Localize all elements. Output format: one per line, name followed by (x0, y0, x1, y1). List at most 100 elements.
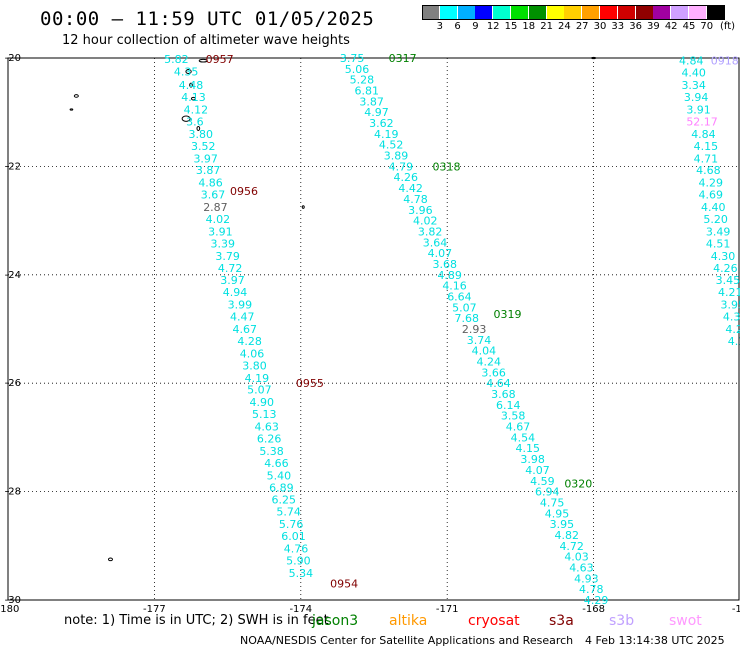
wave-height-value: 5.40 (267, 469, 292, 482)
wave-height-value: 3.91 (686, 103, 711, 116)
wave-height-value: 4.93 (574, 572, 599, 585)
wave-height-value: 3.52 (191, 140, 216, 153)
longitude-tick-label: -177 (143, 604, 166, 615)
wave-height-value: 5.06 (345, 63, 370, 76)
colorbar-tick-label: 30 (593, 21, 607, 32)
wave-height-value: 3.75 (340, 52, 365, 65)
wave-height-value: 3.80 (242, 359, 266, 372)
wave-height-value: 4.78 (579, 583, 604, 596)
wave-height-value: 5.13 (252, 408, 277, 421)
colorbar-swatch (671, 5, 689, 20)
map-border (7, 57, 740, 601)
mission-label-s3a: s3a (549, 613, 574, 629)
wave-height-value: 3.80 (189, 128, 214, 141)
wave-height-value: 3.96 (408, 204, 433, 217)
colorbar-swatch (653, 5, 671, 20)
pass-time-label: 0918 (711, 55, 739, 68)
wave-height-value: 3.34 (681, 79, 706, 92)
island-outline (591, 56, 597, 60)
wave-height-value: 4.02 (413, 215, 438, 228)
altimeter-tracks: 5.824.354.484.134.123.63.803.523.973.874… (164, 52, 740, 607)
wave-height-value: 4.51 (706, 237, 731, 250)
wave-height-value: 4.72 (559, 540, 584, 553)
wave-height-value: 4.15 (694, 140, 719, 153)
wave-height-value: 4.21 (718, 286, 740, 299)
wave-height-value: 3.82 (418, 225, 443, 238)
wave-height-value: 5.07 (247, 384, 272, 397)
wave-height-value: 4.54 (511, 431, 536, 444)
colorbar-swatch (475, 5, 493, 20)
wave-height-value: 4.12 (184, 103, 209, 116)
wave-height-value: 5.07 (452, 301, 477, 314)
wave-height-value: 6.25 (272, 494, 297, 507)
wave-height-value: 4.89 (437, 269, 462, 282)
mission-label-s3b: s3b (609, 613, 635, 629)
wave-height-value: 3.68 (433, 258, 458, 271)
mission-label-jason3: jason3 (312, 613, 359, 629)
colorbar-tick-label: 42 (664, 21, 678, 32)
wave-height-value: 6.89 (269, 481, 294, 494)
wave-height-value: 4.68 (696, 164, 721, 177)
wave-height-value: 6.64 (447, 290, 472, 303)
wave-height-value: 3.68 (491, 388, 516, 401)
island-outline (107, 557, 113, 562)
colorbar-swatch (600, 5, 617, 20)
pass-time-label: 0957 (206, 53, 234, 66)
altimeter-track: 4.844.403.343.943.9152.174.844.154.714.6… (679, 55, 740, 348)
pass-time-label: 0954 (330, 578, 358, 591)
map-subtitle: 12 hour collection of altimeter wave hei… (62, 33, 350, 48)
wave-height-value: 4.02 (206, 213, 231, 226)
wave-height-value: 3.94 (684, 91, 709, 104)
wave-height-value: 4.75 (540, 496, 565, 509)
colorbar-tick-label: 21 (540, 21, 553, 32)
latitude-tick-label: -22 (5, 161, 21, 172)
wave-height-value: 3.89 (384, 150, 409, 163)
wave-height-value: 3.99 (228, 299, 253, 312)
latitude-tick-label: -24 (5, 270, 21, 281)
wave-height-value: 4.30 (711, 250, 736, 263)
colorbar-swatch (493, 5, 511, 20)
wave-height-value: 3.64 (423, 236, 448, 249)
wave-height-value: 5.20 (703, 213, 728, 226)
wave-height-value: 4.06 (240, 347, 264, 360)
wave-height-value: 4.26 (713, 262, 738, 275)
wave-height-value: 4.16 (442, 280, 467, 293)
wave-height-value: 6.01 (281, 530, 306, 543)
wave-height-value: 3.49 (706, 225, 731, 238)
wave-height-value: 3.98 (520, 453, 545, 466)
wave-height-value: 4.13 (181, 91, 206, 104)
wave-height-value: 6.94 (535, 486, 560, 499)
wave-height-value: 3.95 (550, 518, 575, 531)
island-outline (73, 94, 79, 98)
latitude-tick-label: -28 (5, 487, 21, 498)
wave-height-value: 4.25 (725, 323, 740, 336)
wave-height-value: 4.07 (525, 464, 550, 477)
wave-height-value: 3.87 (196, 164, 221, 177)
wave-height-value: 4.04 (472, 345, 497, 358)
wave-height-value: 4.94 (223, 286, 248, 299)
wave-height-value: 4.29 (584, 594, 609, 607)
island-outline (198, 58, 208, 63)
wave-height-value: 4.86 (198, 177, 223, 190)
wave-height-value: 4.42 (398, 182, 423, 195)
island-outline (196, 125, 201, 131)
colorbar-swatch (635, 5, 653, 20)
wave-height-value: 5.74 (276, 506, 301, 519)
colorbar-tick-label: 3 (436, 21, 443, 32)
wave-height-value: 4.28 (237, 335, 261, 348)
wave-height-value: 4.71 (694, 152, 719, 165)
wave-height-value: 5.38 (259, 445, 284, 458)
wave-height-value: 4.19 (245, 372, 270, 385)
wave-height-value: 2.93 (462, 323, 487, 336)
footer-note: note: 1) Time is in UTC; 2) SWH is in fe… (64, 613, 329, 628)
longitude-tick-label: -168 (582, 604, 605, 615)
wave-height-value: 4.84 (691, 128, 716, 141)
wave-height-value: 4.26 (394, 171, 419, 184)
wave-height-value: 4.84 (679, 55, 704, 68)
wave-height-value: 4.82 (555, 529, 580, 542)
colorbar-swatch (564, 5, 582, 20)
colorbar-tick-label: 15 (504, 21, 518, 32)
longitude-tick-label: -16 (732, 604, 740, 615)
island-outline (190, 96, 196, 101)
wave-height-value: 4.13 (728, 335, 740, 348)
